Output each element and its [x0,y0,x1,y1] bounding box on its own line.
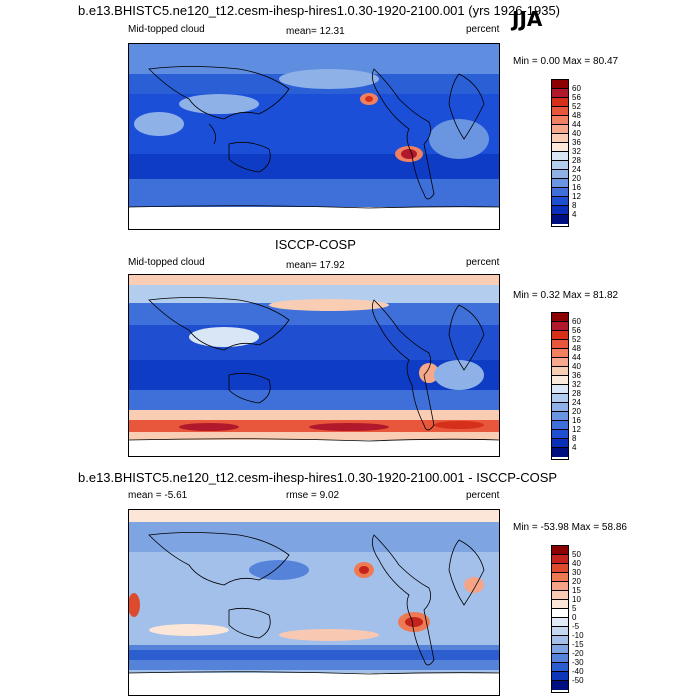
panel1-tick: 60 [572,84,581,93]
panel1-map [128,43,500,230]
panel1-tick: 44 [572,120,581,129]
panel1-tick: 40 [572,129,581,138]
panel2-tick: 52 [572,335,581,344]
panel2-tick: 28 [572,389,581,398]
panel2-tick: 12 [572,425,581,434]
panel2-tick: 16 [572,416,581,425]
panel2-tick: 44 [572,353,581,362]
panel1-tick: 48 [572,111,581,120]
panel3-tick: -30 [572,658,584,667]
panel2-tick: 4 [572,443,577,452]
panel1-tick: 12 [572,192,581,201]
panel3-tick: -5 [572,622,580,631]
panel3-tick: -10 [572,631,584,640]
panel1-tick: 20 [572,174,581,183]
panel2-units-label: percent [466,257,500,268]
run-title: b.e13.BHISTC5.ne120_t12.cesm-ihesp-hires… [78,3,561,18]
panel2-tick: 20 [572,407,581,416]
panel3-tick: 5 [572,604,577,613]
panel3-map [128,509,500,696]
season-label: JJA [512,7,543,31]
panel2-tick: 24 [572,398,581,407]
panel3-tick: 20 [572,577,581,586]
panel2-tick: 60 [572,317,581,326]
panel2-mean-label: mean= 17.92 [286,260,345,271]
panel2-tick: 56 [572,326,581,335]
panel3-tick: 15 [572,586,581,595]
panel1-tick: 24 [572,165,581,174]
panel2-tick: 8 [572,434,577,443]
panel1-tick: 28 [572,156,581,165]
panel1-colorbar [551,79,569,227]
panel2-tick: 48 [572,344,581,353]
panel1-units-label: percent [466,24,500,35]
panel3-mean-label: mean = -5.61 [128,490,188,501]
panel1-tick: 52 [572,102,581,111]
panel3-tick: 30 [572,568,581,577]
panel3-tick: -50 [572,676,584,685]
panel3-colorbar [551,545,569,693]
panel1-mean-label: mean= 12.31 [286,26,345,37]
panel2-tick: 40 [572,362,581,371]
panel1-tick: 4 [572,210,577,219]
panel3-tick: 50 [572,550,581,559]
panel2-minmax: Min = 0.32 Max = 81.82 [513,290,619,301]
panel3-tick: 0 [572,613,577,622]
panel1-tick: 8 [572,201,577,210]
panel1-variable-label: Mid-topped cloud [128,24,205,35]
panel3-rmse-label: rmse = 9.02 [286,490,340,501]
panel3-tick: -15 [572,640,584,649]
panel3-units-label: percent [466,490,500,501]
panel3-tick: 10 [572,595,581,604]
panel1-tick: 36 [572,138,581,147]
panel1-tick: 16 [572,183,581,192]
panel3-minmax: Min = -53.98 Max = 58.86 [513,522,627,533]
panel2-variable-label: Mid-topped cloud [128,257,205,268]
panel2-tick: 32 [572,380,581,389]
panel2-map [128,274,500,457]
panel3-tick: -40 [572,667,584,676]
panel3-tick: 40 [572,559,581,568]
panel1-minmax: Min = 0.00 Max = 80.47 [513,56,619,67]
panel3-tick: -20 [572,649,584,658]
panel1-tick: 56 [572,93,581,102]
panel2-tick: 36 [572,371,581,380]
panel3-title: b.e13.BHISTC5.ne120_t12.cesm-ihesp-hires… [78,470,558,485]
panel2-title: ISCCP-COSP [275,237,356,252]
panel1-tick: 32 [572,147,581,156]
panel2-colorbar [551,312,569,460]
